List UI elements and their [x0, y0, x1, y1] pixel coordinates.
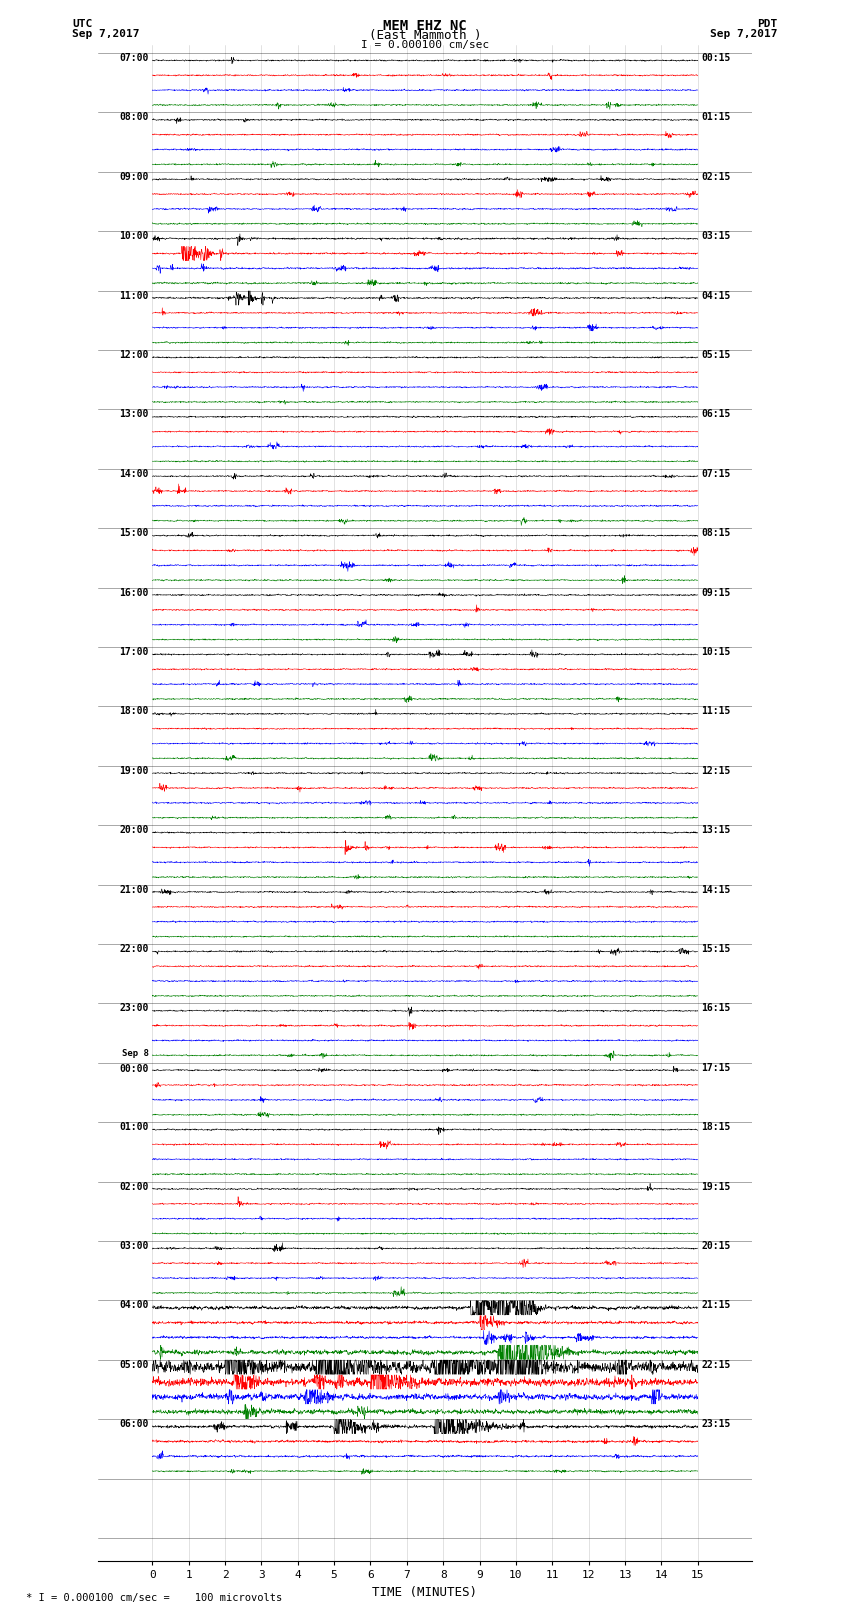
Text: 23:00: 23:00: [119, 1003, 149, 1013]
Text: 17:15: 17:15: [701, 1063, 731, 1073]
Text: 18:00: 18:00: [119, 706, 149, 716]
Text: MEM EHZ NC: MEM EHZ NC: [383, 19, 467, 34]
Text: PDT: PDT: [757, 19, 778, 29]
Text: 22:00: 22:00: [119, 944, 149, 953]
Text: 10:00: 10:00: [119, 231, 149, 242]
Text: 08:15: 08:15: [701, 527, 731, 539]
Text: 11:15: 11:15: [701, 706, 731, 716]
Text: 04:15: 04:15: [701, 290, 731, 300]
Text: 02:00: 02:00: [119, 1182, 149, 1192]
Text: 23:15: 23:15: [701, 1419, 731, 1429]
Text: 20:15: 20:15: [701, 1240, 731, 1252]
Text: 12:15: 12:15: [701, 766, 731, 776]
Text: 06:00: 06:00: [119, 1419, 149, 1429]
Text: 15:15: 15:15: [701, 944, 731, 953]
Text: I = 0.000100 cm/sec: I = 0.000100 cm/sec: [361, 40, 489, 50]
Text: 20:00: 20:00: [119, 826, 149, 836]
Text: 21:15: 21:15: [701, 1300, 731, 1310]
Text: 18:15: 18:15: [701, 1123, 731, 1132]
Text: 22:15: 22:15: [701, 1360, 731, 1369]
X-axis label: TIME (MINUTES): TIME (MINUTES): [372, 1586, 478, 1598]
Text: 00:00: 00:00: [119, 1065, 149, 1074]
Text: * I = 0.000100 cm/sec =    100 microvolts: * I = 0.000100 cm/sec = 100 microvolts: [26, 1594, 281, 1603]
Text: 11:00: 11:00: [119, 290, 149, 300]
Text: 16:00: 16:00: [119, 587, 149, 597]
Text: 14:15: 14:15: [701, 884, 731, 895]
Text: 19:15: 19:15: [701, 1182, 731, 1192]
Text: 03:15: 03:15: [701, 231, 731, 242]
Text: 14:00: 14:00: [119, 469, 149, 479]
Text: 09:15: 09:15: [701, 587, 731, 597]
Text: 12:00: 12:00: [119, 350, 149, 360]
Text: 07:15: 07:15: [701, 469, 731, 479]
Text: 21:00: 21:00: [119, 884, 149, 895]
Text: 05:00: 05:00: [119, 1360, 149, 1369]
Text: 00:15: 00:15: [701, 53, 731, 63]
Text: Sep 8: Sep 8: [122, 1048, 149, 1058]
Text: 17:00: 17:00: [119, 647, 149, 656]
Text: 13:00: 13:00: [119, 410, 149, 419]
Text: 01:00: 01:00: [119, 1123, 149, 1132]
Text: 19:00: 19:00: [119, 766, 149, 776]
Text: 07:00: 07:00: [119, 53, 149, 63]
Text: 05:15: 05:15: [701, 350, 731, 360]
Text: 16:15: 16:15: [701, 1003, 731, 1013]
Text: 13:15: 13:15: [701, 826, 731, 836]
Text: 02:15: 02:15: [701, 171, 731, 182]
Text: 15:00: 15:00: [119, 527, 149, 539]
Text: Sep 7,2017: Sep 7,2017: [72, 29, 139, 39]
Text: 04:00: 04:00: [119, 1300, 149, 1310]
Text: (East Mammoth ): (East Mammoth ): [369, 29, 481, 42]
Text: Sep 7,2017: Sep 7,2017: [711, 29, 778, 39]
Text: UTC: UTC: [72, 19, 93, 29]
Text: 09:00: 09:00: [119, 171, 149, 182]
Text: 10:15: 10:15: [701, 647, 731, 656]
Text: 06:15: 06:15: [701, 410, 731, 419]
Text: 03:00: 03:00: [119, 1240, 149, 1252]
Text: 08:00: 08:00: [119, 113, 149, 123]
Text: 01:15: 01:15: [701, 113, 731, 123]
